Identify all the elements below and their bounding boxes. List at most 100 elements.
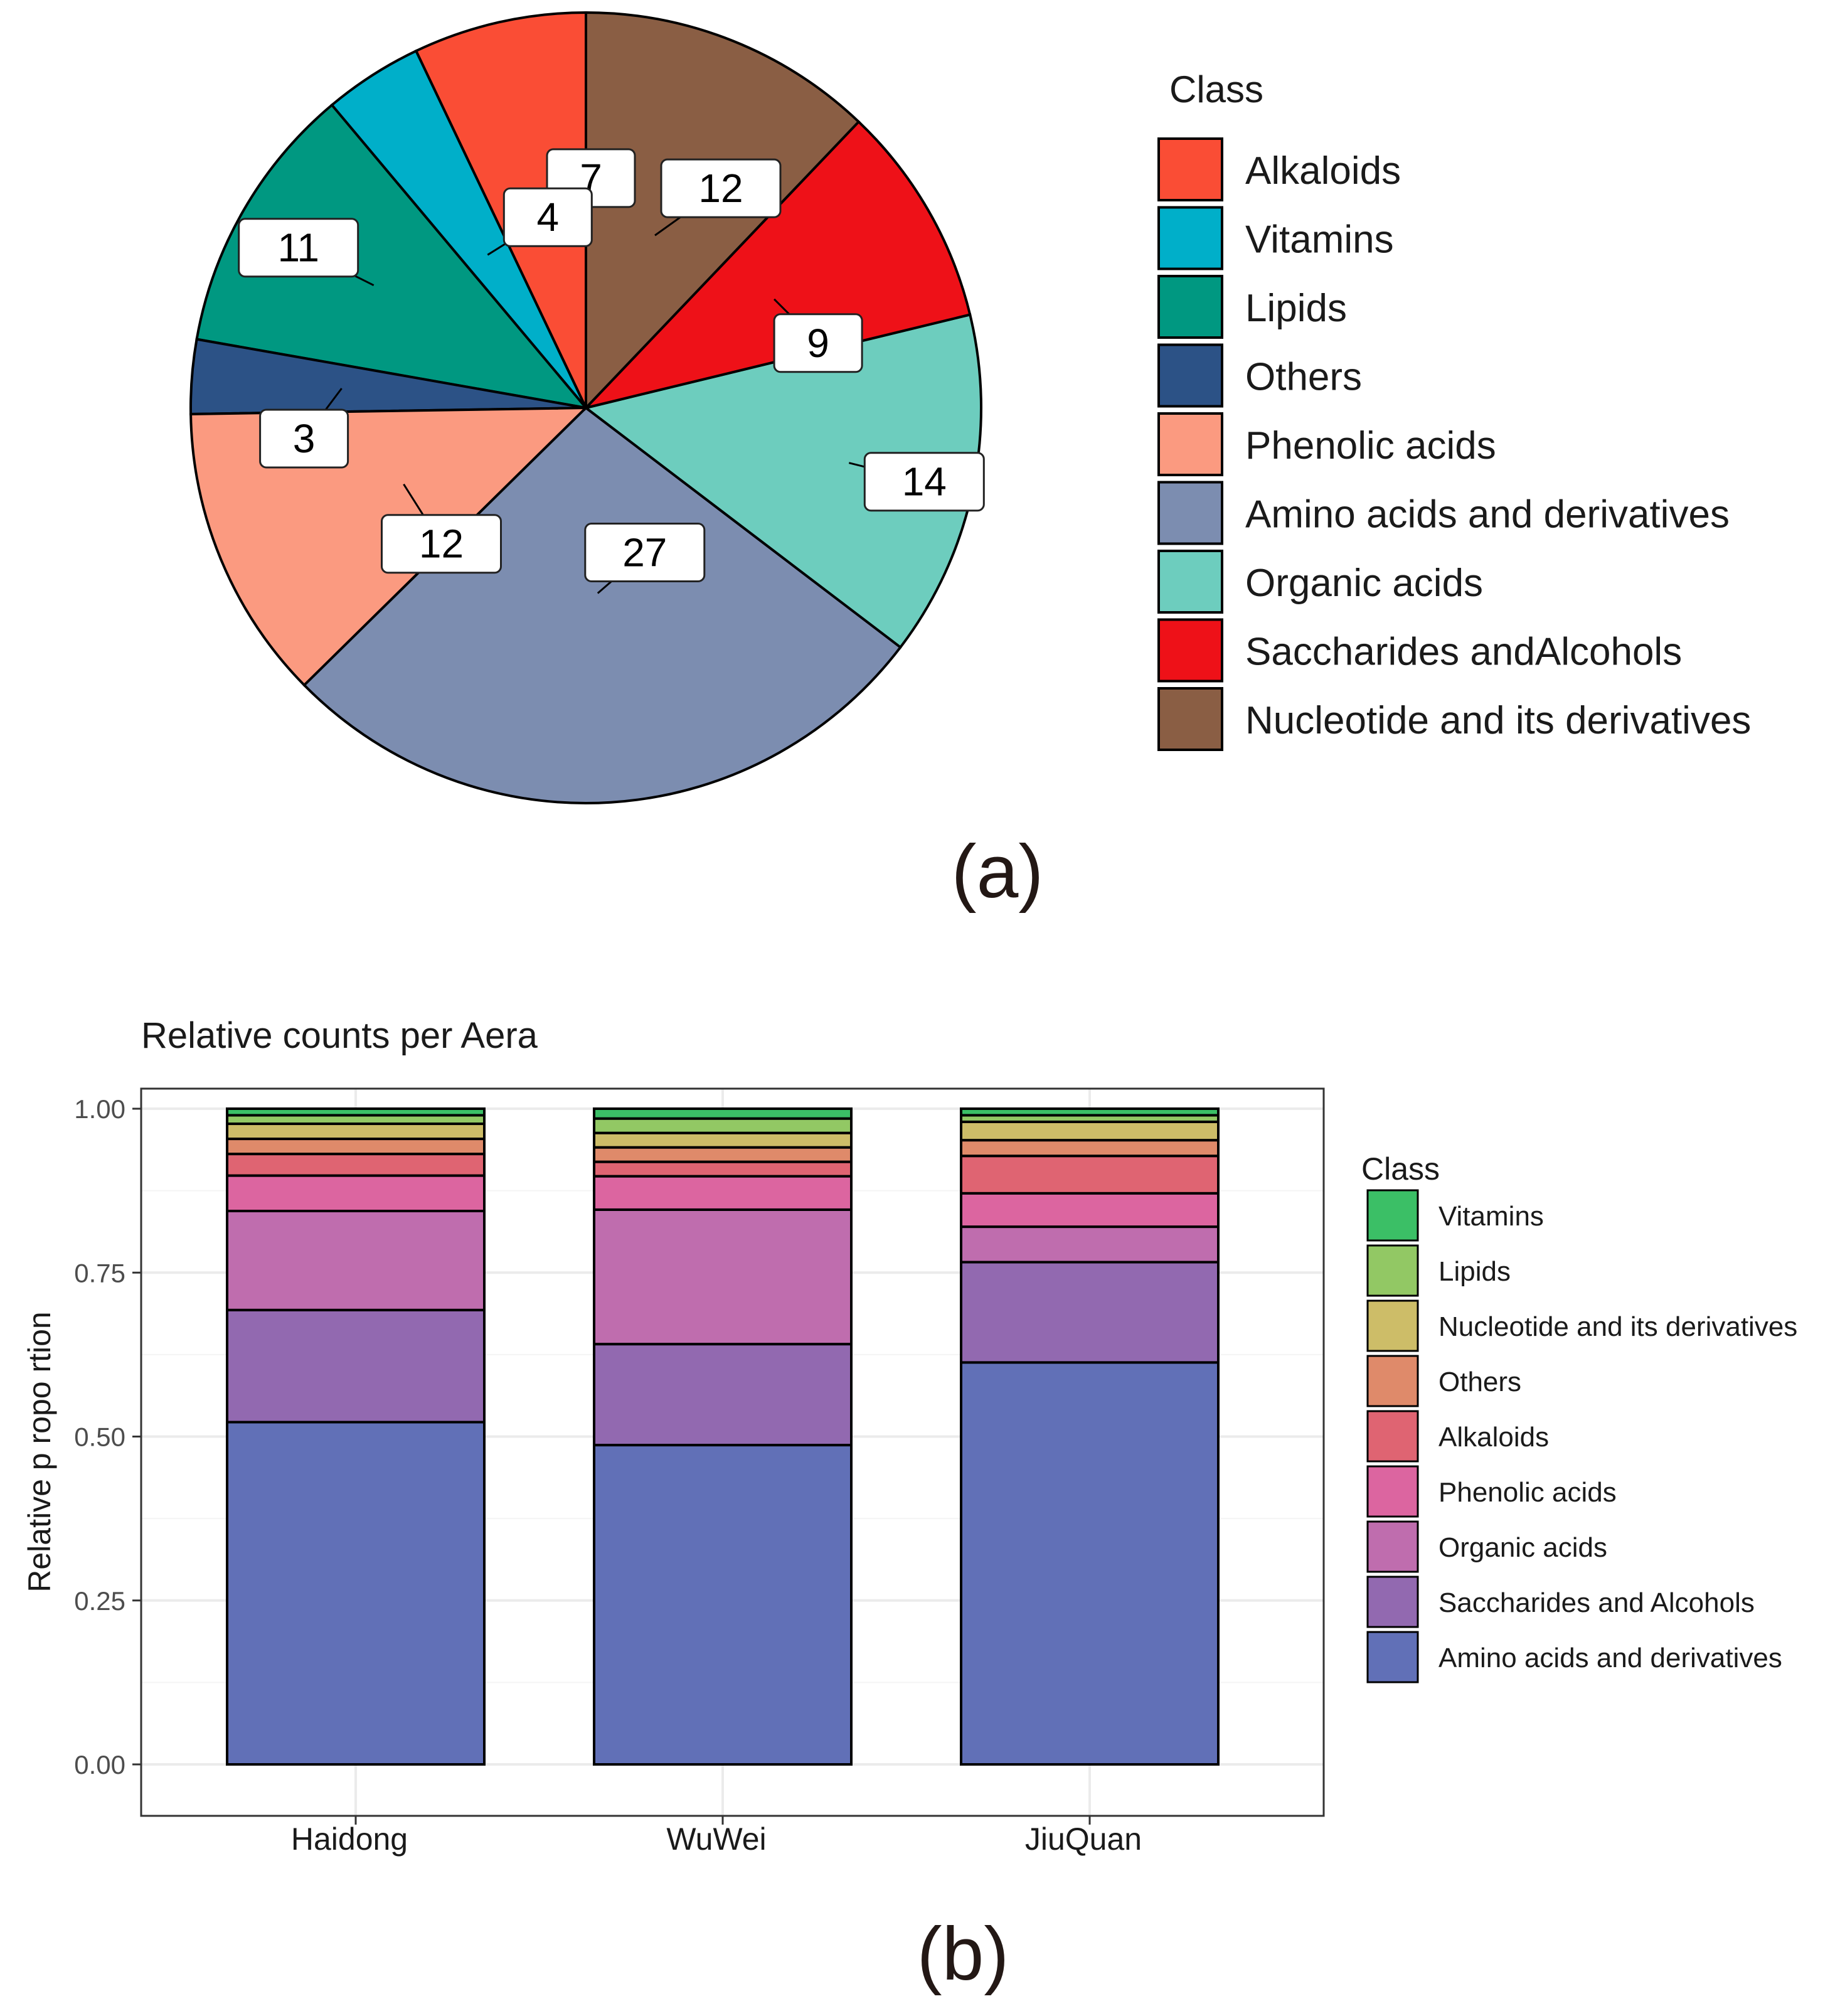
bar-stack-wuwei	[593, 1107, 853, 1766]
pie-label-box-nucleotide-and-its-derivatives	[660, 158, 782, 218]
pie-legend-swatch-nucleotide-and-its-derivatives	[1157, 687, 1223, 751]
pie-value-label-organic-acids: 14	[902, 459, 947, 504]
bar-legend: Class Vitamins Lipids Nucleotide and its d…	[1361, 1151, 1797, 1683]
bar-segment-jiuquan-others	[960, 1139, 1220, 1158]
pie-label-box-amino-acids-and-derivatives	[584, 523, 706, 582]
pie-value-label-saccharides-andalcohols: 9	[807, 321, 829, 366]
bar-segment-jiuquan-organic-acids	[960, 1225, 1220, 1264]
pie-slice-saccharides-andalcohols	[582, 120, 972, 410]
bar-legend-label-alkaloids: Alkaloids	[1438, 1422, 1549, 1453]
bar-legend-label-others: Others	[1438, 1367, 1521, 1397]
pie-legend-swatch-others	[1157, 343, 1223, 408]
bar-legend-swatch-others	[1366, 1355, 1419, 1407]
bar-legend-label-saccharides-and-alcohols: Saccharides and Alcohols	[1438, 1587, 1755, 1618]
pie-legend-label-nucleotide-and-its-derivatives: Nucleotide and its derivatives	[1245, 699, 1751, 742]
bar-legend-swatch-nucleotide-and-its-derivatives	[1366, 1299, 1419, 1352]
pie-slice-alkaloids	[414, 11, 587, 408]
pie-legend-label-others: Others	[1245, 356, 1362, 399]
bar-segment-wuwei-phenolic-acids	[593, 1175, 853, 1211]
bar-legend-swatch-phenolic-acids	[1366, 1465, 1419, 1518]
bar-panel: Relative counts per Aera 0.00 0.25 0.50 0.7…	[22, 1015, 1797, 1996]
bar-legend-title: Class	[1361, 1151, 1440, 1187]
pie-legend-swatch-organic-acids	[1157, 550, 1223, 614]
bar-legend-label-amino-acids-and-derivatives: Amino acids and derivatives	[1438, 1643, 1782, 1673]
pie-legend-label-alkaloids: Alkaloids	[1245, 149, 1401, 193]
bar-segment-wuwei-others	[593, 1146, 853, 1163]
bar-segment-haidong-nucleotide-and-its-derivatives	[226, 1123, 486, 1141]
bar-segment-jiuquan-saccharides-and-alcohols	[960, 1261, 1220, 1364]
pie-label-box-saccharides-andalcohols	[773, 313, 863, 373]
bar-stack-jiuquan	[960, 1107, 1220, 1766]
bar-segment-wuwei-organic-acids	[593, 1208, 853, 1346]
bar-legend-swatch-alkaloids	[1366, 1410, 1419, 1463]
bar-legend-swatch-lipids	[1366, 1244, 1419, 1297]
bar-segment-jiuquan-amino-acids-and-derivatives	[960, 1361, 1220, 1766]
pie-slices	[189, 11, 982, 804]
pie-slice-amino-acids-and-derivatives	[302, 406, 903, 804]
bar-segment-haidong-saccharides-and-alcohols	[226, 1308, 486, 1424]
bar-stacks	[226, 1107, 1220, 1766]
bar-segment-haidong-others	[226, 1138, 486, 1156]
bar-legend-swatch-vitamins	[1366, 1189, 1419, 1242]
bar-legend-label-phenolic-acids: Phenolic acids	[1438, 1477, 1617, 1508]
pie-legend-title: Class	[1169, 68, 1263, 110]
pie-legend-swatch-vitamins	[1157, 206, 1223, 270]
bar-segment-haidong-phenolic-acids	[226, 1174, 486, 1213]
pie-value-label-vitamins: 4	[537, 195, 560, 240]
pie-legend: Class Alkaloids Vitamins Lipids Others Pheno…	[1157, 68, 1751, 751]
bar-segment-wuwei-alkaloids	[593, 1160, 853, 1178]
bar-segment-wuwei-amino-acids-and-derivatives	[593, 1444, 853, 1766]
pie-legend-swatch-alkaloids	[1157, 137, 1223, 201]
bar-legend-swatch-organic-acids	[1366, 1520, 1419, 1573]
bar-legend-label-vitamins: Vitamins	[1438, 1201, 1544, 1232]
bar-segment-haidong-alkaloids	[226, 1153, 486, 1177]
panel-label-a: (a)	[952, 829, 1044, 914]
x-tick-label-wuwei: WuWei	[666, 1821, 766, 1857]
pie-value-label-others: 3	[293, 416, 316, 461]
y-axis-label: Relative p ropo rtion	[22, 1311, 57, 1592]
bar-legend-label-nucleotide-and-its-derivatives: Nucleotide and its derivatives	[1438, 1311, 1797, 1342]
pie-legend-label-lipids: Lipids	[1245, 287, 1347, 330]
y-tick-label: 0.50	[74, 1422, 125, 1452]
bar-segment-haidong-amino-acids-and-derivatives	[226, 1421, 486, 1766]
y-tick-label: 1.00	[74, 1094, 125, 1124]
bar-segment-wuwei-saccharides-and-alcohols	[593, 1343, 853, 1447]
bar-legend-swatch-saccharides-and-alcohols	[1366, 1576, 1419, 1628]
bar-segment-jiuquan-nucleotide-and-its-derivatives	[960, 1120, 1220, 1142]
bar-segment-wuwei-vitamins	[593, 1107, 853, 1120]
pie-legend-swatch-phenolic-acids	[1157, 412, 1223, 476]
pie-legend-label-phenolic-acids: Phenolic acids	[1245, 424, 1496, 467]
bar-segment-jiuquan-vitamins	[960, 1107, 1220, 1117]
y-tick-label: 0.00	[74, 1750, 125, 1779]
pie-label-box-phenolic-acids	[381, 514, 502, 574]
plot-panel-border	[140, 1087, 1325, 1817]
pie-value-label-amino-acids-and-derivatives: 27	[622, 530, 667, 575]
pie-legend-label-vitamins: Vitamins	[1245, 218, 1394, 262]
pie-value-label-nucleotide-and-its-derivatives: 12	[698, 166, 743, 211]
pie-legend-label-saccharides-andalcohols: Saccharides andAlcohols	[1245, 631, 1682, 674]
x-tick-label-haidong: Haidong	[291, 1821, 408, 1857]
bar-segment-jiuquan-alkaloids	[960, 1155, 1220, 1195]
pie-label-box-lipids	[238, 218, 359, 278]
y-tick-label: 0.25	[74, 1586, 125, 1616]
pie-legend-swatch-saccharides-andalcohols	[1157, 618, 1223, 683]
bar-segment-haidong-organic-acids	[226, 1210, 486, 1311]
bar-chart-title: Relative counts per Aera	[141, 1015, 538, 1056]
bar-segment-wuwei-nucleotide-and-its-derivatives	[593, 1131, 853, 1149]
pie-value-label-lipids: 11	[277, 225, 319, 270]
bar-legend-items: Vitamins Lipids Nucleotide and its derivat…	[1366, 1189, 1797, 1683]
y-axis: 0.00 0.25 0.50 0.75 1.00	[74, 1094, 141, 1779]
bar-legend-swatch-amino-acids-and-derivatives	[1366, 1631, 1419, 1683]
bar-stack-haidong	[226, 1107, 486, 1766]
panel-label-b: (b)	[917, 1912, 1009, 1996]
pie-legend-swatch-lipids	[1157, 275, 1223, 339]
pie-legend-swatch-amino-acids-and-derivatives	[1157, 481, 1223, 545]
x-axis: Haidong WuWei JiuQuan	[291, 1816, 1142, 1857]
bar-segment-haidong-lipids	[226, 1114, 486, 1126]
pie-legend-label-organic-acids: Organic acids	[1245, 562, 1483, 605]
pie-label-box-organic-acids	[863, 452, 985, 512]
bar-segment-wuwei-lipids	[593, 1117, 853, 1134]
bar-segment-haidong-vitamins	[226, 1107, 486, 1117]
